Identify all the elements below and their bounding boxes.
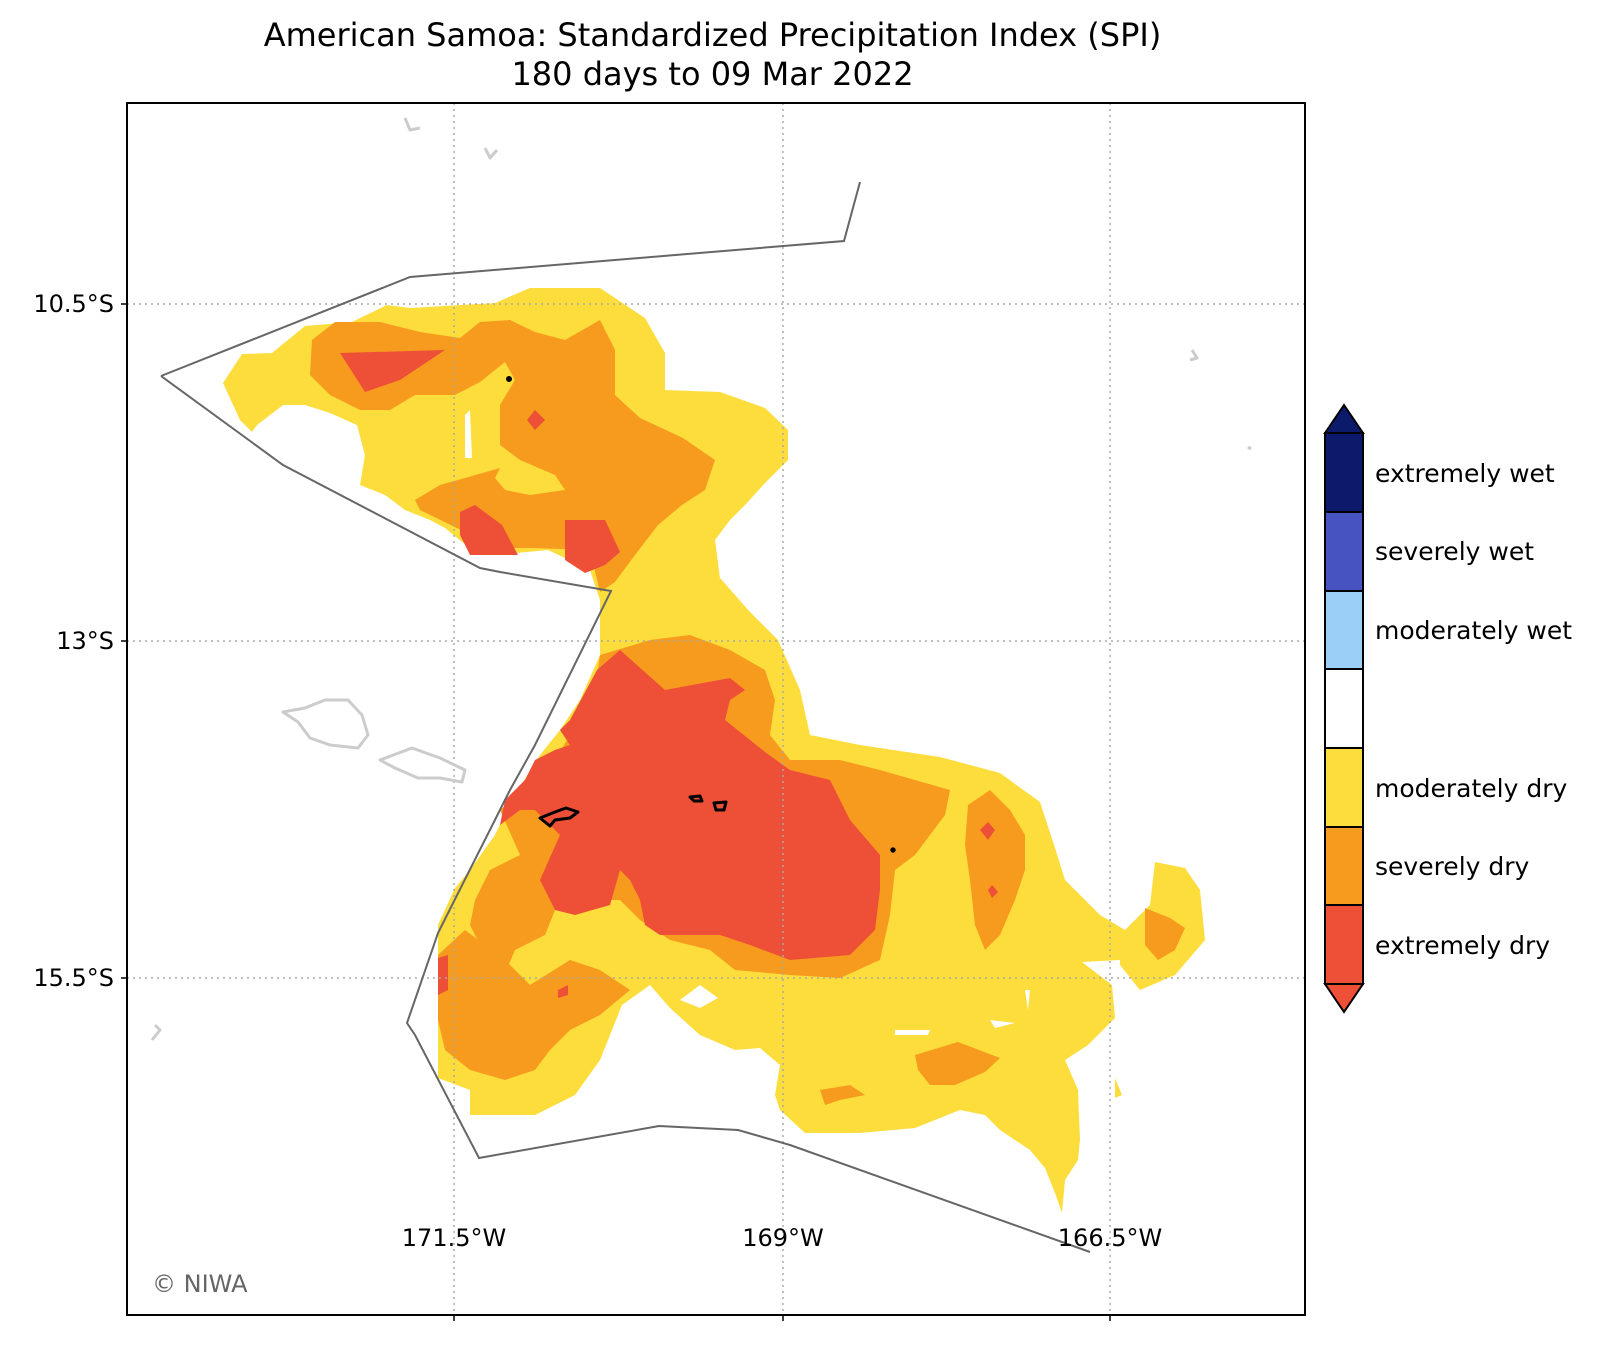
lon-label-169w: 169°W (742, 1224, 824, 1252)
neighbouring-islands (150, 117, 1252, 1041)
colorbar-dry-arrow (1323, 983, 1365, 1014)
colorbar-extremely-wet (1324, 432, 1364, 513)
graticule (127, 103, 1305, 1315)
extremely-dry-region (340, 350, 998, 998)
colorbar-moderately-wet (1324, 590, 1364, 670)
legend-label-extremely-dry: extremely dry (1375, 931, 1551, 960)
legend-label-extremely-wet: extremely wet (1375, 459, 1555, 488)
copyright-credit: © NIWA (152, 1270, 248, 1298)
lat-label-10-5s: 10.5°S (33, 290, 114, 318)
legend-label-moderately-wet: moderately wet (1375, 616, 1572, 645)
lat-label-15-5s: 15.5°S (33, 964, 114, 992)
colorbar-normal (1324, 668, 1364, 749)
tick-marks (121, 303, 1111, 1321)
lat-label-13s: 13°S (56, 627, 114, 655)
precipitation-layer (223, 288, 1205, 1213)
map-subtitle: 180 days to 09 Mar 2022 (511, 55, 914, 93)
legend-label-moderately-dry: moderately dry (1375, 774, 1568, 803)
colorbar-extremely-dry (1324, 904, 1364, 985)
colorbar-moderately-dry (1324, 747, 1364, 828)
legend-label-severely-dry: severely dry (1375, 852, 1530, 881)
legend-colorbar (1323, 403, 1365, 1014)
lon-label-171-5w: 171.5°W (401, 1224, 507, 1252)
colorbar-wet-arrow (1323, 403, 1365, 434)
no-signal-patches (465, 410, 1030, 1035)
lon-label-166-5w: 166.5°W (1057, 1224, 1163, 1252)
legend-label-severely-wet: severely wet (1375, 537, 1535, 566)
colorbar-severely-dry (1324, 826, 1364, 906)
eez-boundary-west (160, 375, 1091, 1253)
map-frame (126, 102, 1306, 1316)
map-title: American Samoa: Standardized Precipitati… (263, 16, 1162, 54)
american-samoa-islands (506, 376, 896, 853)
colorbar-severely-wet (1324, 511, 1364, 592)
eez-boundary (160, 181, 861, 377)
